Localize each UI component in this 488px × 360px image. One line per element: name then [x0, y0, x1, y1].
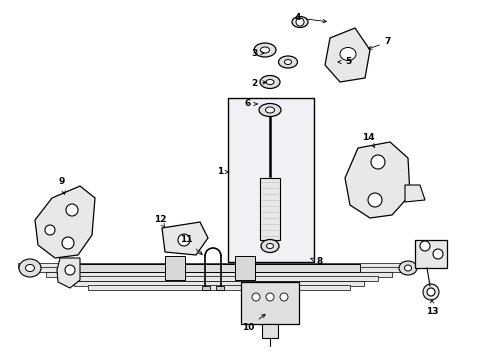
Circle shape: [45, 225, 55, 235]
Ellipse shape: [253, 43, 275, 57]
Bar: [260, 178, 280, 240]
Ellipse shape: [284, 59, 291, 64]
Bar: [216, 286, 224, 290]
Circle shape: [432, 249, 442, 259]
Bar: [60, 276, 377, 281]
Ellipse shape: [19, 259, 41, 277]
Ellipse shape: [261, 239, 279, 252]
Ellipse shape: [260, 47, 269, 53]
Circle shape: [66, 204, 78, 216]
Text: 14: 14: [361, 134, 374, 148]
Bar: [235, 256, 254, 280]
Circle shape: [367, 193, 381, 207]
Ellipse shape: [398, 261, 416, 275]
Polygon shape: [35, 186, 95, 258]
Bar: [202, 286, 209, 290]
Text: 8: 8: [310, 257, 323, 266]
Circle shape: [251, 293, 260, 301]
Bar: [414, 240, 446, 268]
Bar: [18, 262, 419, 267]
Circle shape: [65, 265, 75, 275]
Ellipse shape: [339, 48, 355, 60]
Text: 4: 4: [294, 13, 325, 23]
Bar: [227, 98, 313, 262]
Ellipse shape: [404, 265, 411, 271]
Polygon shape: [345, 142, 409, 218]
Text: 13: 13: [425, 300, 437, 316]
Circle shape: [265, 293, 273, 301]
Bar: [32, 267, 405, 272]
Text: 7: 7: [368, 37, 390, 49]
Bar: [74, 280, 363, 285]
Circle shape: [280, 293, 287, 301]
Text: 12: 12: [153, 216, 166, 228]
Circle shape: [295, 18, 304, 26]
Ellipse shape: [25, 265, 35, 271]
Text: 9: 9: [59, 177, 65, 194]
Polygon shape: [162, 222, 207, 255]
Bar: [164, 256, 184, 280]
Text: 2: 2: [250, 78, 266, 87]
Circle shape: [419, 241, 429, 251]
Ellipse shape: [259, 104, 281, 117]
Text: 10: 10: [242, 314, 264, 333]
Bar: [46, 271, 391, 276]
Ellipse shape: [265, 80, 273, 85]
Ellipse shape: [266, 243, 273, 248]
Bar: [78, 264, 359, 272]
Circle shape: [370, 155, 384, 169]
Polygon shape: [404, 185, 424, 202]
Text: 3: 3: [250, 49, 264, 58]
Bar: [88, 285, 349, 290]
Circle shape: [422, 284, 438, 300]
Ellipse shape: [291, 17, 307, 27]
Bar: [262, 324, 278, 338]
Polygon shape: [57, 258, 80, 288]
Text: 11: 11: [180, 235, 202, 255]
Ellipse shape: [265, 107, 274, 113]
Circle shape: [178, 234, 190, 246]
Bar: [241, 282, 298, 324]
Ellipse shape: [260, 76, 280, 89]
Text: 5: 5: [337, 58, 350, 67]
Polygon shape: [325, 28, 369, 82]
Ellipse shape: [278, 56, 297, 68]
Text: 6: 6: [244, 99, 257, 108]
Text: 1: 1: [217, 167, 228, 176]
Circle shape: [62, 237, 74, 249]
Circle shape: [426, 288, 434, 296]
